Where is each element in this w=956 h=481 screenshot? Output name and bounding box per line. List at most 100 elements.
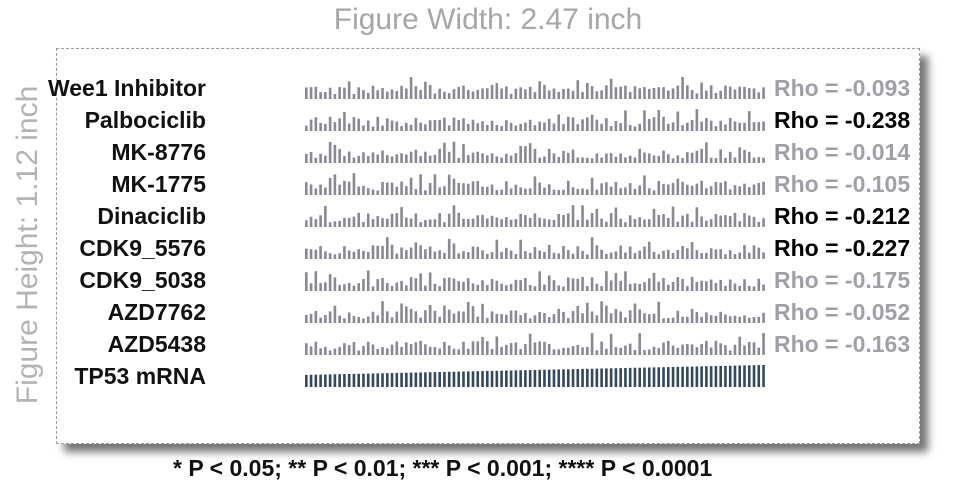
sample-bar [424,310,427,323]
sample-bar [447,125,451,131]
sample-bar [366,92,370,99]
sample-bar [757,122,761,131]
sample-bar [681,316,684,323]
sample-bar [362,373,365,387]
sample-bar [552,219,556,227]
sample-bar [757,92,761,99]
sample-bar [452,205,456,227]
sample-bar [462,341,465,355]
sample-bar [385,237,389,259]
sample-bar [424,285,427,291]
sample-bar [347,373,351,387]
sample-bar [619,311,622,323]
sample-bar [638,367,642,387]
sample-bar [581,368,584,387]
sample-bar [452,278,456,291]
sample-bar [509,188,513,195]
sample-bar [709,219,713,227]
sample-bar [481,121,484,131]
sample-bar [600,123,603,131]
sample-bar [743,365,746,387]
sample-bar [547,317,551,323]
sample-bar [647,153,651,163]
sample-bar [705,312,708,323]
sample-bar [747,215,751,227]
sample-bar [452,313,456,323]
sample-bar [619,280,622,291]
sample-bar [395,90,399,99]
sample-bar [752,286,756,291]
sample-bar [571,346,575,355]
sample-bar [752,157,756,163]
drug-response-strip [305,269,767,295]
sample-bar [519,123,522,131]
sample-bar [552,153,556,163]
sample-bar [371,311,375,323]
sample-bar [633,303,637,323]
sample-bar [619,86,622,99]
sample-bar [638,123,642,131]
sample-bar [638,250,642,259]
sample-bar [662,250,665,259]
sample-bar [747,317,751,323]
drug-response-strip [305,109,767,135]
sample-bar [514,342,518,355]
sample-bar [547,184,551,195]
sample-bar [452,89,456,99]
sample-bar [390,182,394,195]
sample-bar [443,186,446,195]
sample-bar [747,365,751,387]
sample-bar [705,340,708,355]
sample-bar [590,114,594,131]
sample-bar [657,110,661,131]
sample-bar [476,246,480,259]
sample-bar [714,126,718,131]
sample-bar [352,342,356,355]
sample-bar [352,251,356,259]
sample-bar [514,88,518,99]
sample-bar [500,219,503,227]
sample-bar [638,185,642,195]
sample-bar [419,372,422,387]
sample-bar [614,120,618,131]
sample-bar [538,157,541,163]
sample-bar [762,181,765,195]
sample-bar [500,283,503,291]
sample-bar [662,342,665,355]
sample-bar [462,251,465,259]
sample-bar [319,317,322,323]
sample-bar [457,311,461,323]
sample-bar [462,281,465,291]
sample-bar [581,92,584,99]
sample-bar [576,124,580,131]
sample-bar [371,344,375,355]
sample-bar [438,348,441,355]
sample-bar [643,313,646,323]
sample-bar [547,219,551,227]
sample-bar [752,365,756,387]
sample-bar [581,157,584,163]
sample-bar [509,122,513,131]
sample-bar [652,87,656,99]
sample-bar [533,92,537,99]
sample-bar [390,373,394,387]
sample-bar [657,254,661,259]
sample-bar [628,92,632,99]
sample-bar [495,239,499,259]
sample-bar [505,120,508,131]
sample-bar [619,188,622,195]
sample-bar [609,78,613,99]
sample-bar [428,304,432,323]
sample-bar [424,249,427,259]
sample-bar [414,117,418,131]
sample-bar [733,365,737,387]
sample-bar [643,87,646,99]
sample-bar [552,88,556,99]
sample-bar [628,183,632,195]
sample-bar [662,116,665,131]
sample-bar [495,125,499,131]
sample-bar [557,213,561,227]
sample-bar [686,343,689,355]
sample-bar [490,153,494,163]
sample-bar [614,156,618,163]
